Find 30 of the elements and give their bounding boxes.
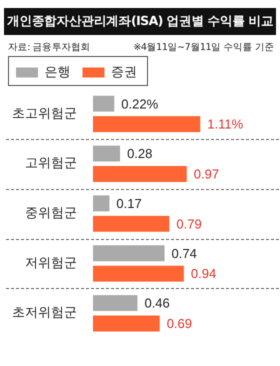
- bar: [93, 96, 114, 112]
- data-label: 0.74: [172, 246, 197, 261]
- bar: [93, 146, 120, 162]
- data-label: 0.69: [166, 316, 192, 332]
- bar: [93, 266, 184, 282]
- y-tick-label: 저위험군: [25, 256, 77, 271]
- legend-label: 증권: [111, 64, 137, 80]
- bar: [93, 216, 170, 232]
- text: ※4월11일~7월11일 수익률 기준: [133, 41, 274, 54]
- bar: [93, 295, 138, 312]
- data-label: 0.17: [116, 196, 142, 211]
- y-tick-label: 초저위험군: [12, 306, 77, 321]
- bar: [93, 116, 200, 132]
- data-label: 0.94: [190, 266, 216, 282]
- bar: [93, 166, 187, 182]
- text: 자료: 금융투자협회: [8, 41, 90, 54]
- data-label: 0.28: [127, 146, 152, 162]
- bar: [93, 316, 160, 332]
- legend-label: 은행: [44, 64, 70, 80]
- bar: [93, 195, 110, 212]
- chart-title: 개인종합자산관리계좌(ISA) 업권별 수익률 비교: [4, 8, 276, 35]
- y-tick-label: 고위험군: [25, 156, 77, 172]
- y-tick-label: 중위험군: [25, 206, 77, 221]
- data-label: 1.11%: [207, 116, 244, 132]
- data-label: 0.79: [176, 216, 202, 232]
- bar: [93, 245, 165, 262]
- data-label: 0.46: [144, 296, 170, 311]
- data-label: 0.97: [194, 166, 220, 182]
- y-tick-label: 초고위험군: [12, 106, 77, 122]
- data-label: 0.22%: [121, 96, 159, 112]
